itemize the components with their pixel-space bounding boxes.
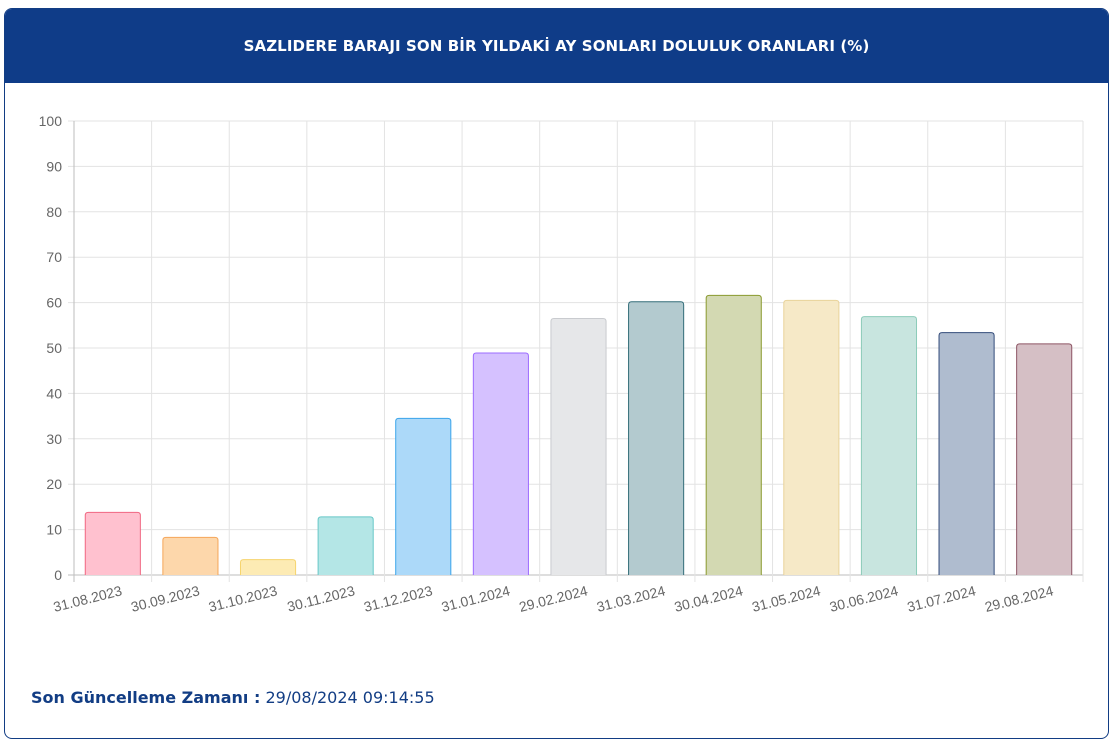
y-tick-label: 0 xyxy=(54,567,62,583)
bar xyxy=(395,417,452,575)
bar xyxy=(472,352,529,575)
bar xyxy=(162,536,219,575)
y-tick-label: 10 xyxy=(46,522,62,538)
bar xyxy=(783,299,840,575)
x-tick-label: 30.09.2023 xyxy=(129,582,201,615)
bar-chart: 0 10 20 30 40 50 60 70 80 90 100 31.08.2023 30.09.20… xyxy=(39,113,1084,615)
bar xyxy=(1016,343,1073,575)
y-tick-label: 60 xyxy=(46,295,62,311)
last-update: Son Güncelleme Zamanı : 29/08/2024 09:14… xyxy=(31,688,435,707)
x-tick-label: 31.05.2024 xyxy=(750,582,822,615)
x-tick-label: 29.08.2024 xyxy=(983,582,1055,615)
x-tick-label: 30.04.2024 xyxy=(673,582,745,615)
x-tick-label: 31.07.2024 xyxy=(905,582,977,615)
x-tick-label: 31.01.2024 xyxy=(440,582,512,615)
chart-title-bar: SAZLIDERE BARAJI SON BİR YILDAKİ AY SONL… xyxy=(5,9,1108,83)
y-tick-label: 30 xyxy=(46,431,62,447)
bar xyxy=(317,516,374,575)
x-tick-label: 31.10.2023 xyxy=(207,582,279,615)
bar xyxy=(860,316,918,575)
y-tick-label: 70 xyxy=(46,249,62,265)
chart-area: 0 10 20 30 40 50 60 70 80 90 100 31.08.2023 30.09.20… xyxy=(5,83,1108,663)
y-tick-label: 80 xyxy=(46,204,62,220)
y-tick-label: 40 xyxy=(46,385,62,401)
bar xyxy=(550,317,607,575)
bar xyxy=(84,511,141,575)
x-tick-label: 31.03.2024 xyxy=(595,582,667,615)
last-update-value: 29/08/2024 09:14:55 xyxy=(265,688,435,707)
last-update-label: Son Güncelleme Zamanı : xyxy=(31,688,261,707)
bar xyxy=(239,559,297,575)
x-tick-label: 31.12.2023 xyxy=(362,582,434,615)
chart-title: SAZLIDERE BARAJI SON BİR YILDAKİ AY SONL… xyxy=(243,37,870,55)
bar xyxy=(705,294,762,575)
x-tick-label: 30.06.2024 xyxy=(828,582,900,615)
x-tick-label: 30.11.2023 xyxy=(286,582,357,614)
x-tick-label: 29.02.2024 xyxy=(517,582,589,615)
y-tick-label: 100 xyxy=(39,113,63,129)
bar xyxy=(938,332,995,575)
bar xyxy=(628,301,685,575)
y-tick-label: 50 xyxy=(46,340,62,356)
x-tick-label: 31.08.2023 xyxy=(52,582,124,615)
chart-card: SAZLIDERE BARAJI SON BİR YILDAKİ AY SONL… xyxy=(4,8,1109,739)
y-tick-label: 90 xyxy=(46,158,62,174)
y-tick-label: 20 xyxy=(46,476,62,492)
